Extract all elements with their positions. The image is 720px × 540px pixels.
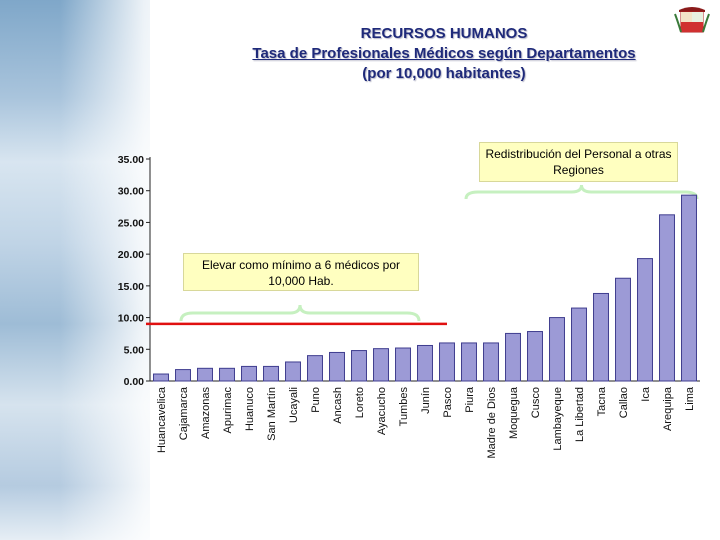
bar [483, 342, 499, 382]
x-tick-label: Huancavelica [156, 386, 168, 453]
bar [285, 361, 301, 382]
bar [307, 355, 323, 382]
title-line-1: RECURSOS HUMANOS [360, 25, 528, 42]
bar [637, 258, 653, 382]
y-tick-label: 30.00 [118, 186, 144, 198]
x-tick-label: Lambayeque [552, 387, 564, 451]
x-tick-label: Callao [618, 387, 630, 418]
x-tick-label: Madre de Dios [486, 387, 498, 459]
x-tick-label: Ica [640, 386, 652, 402]
x-tick-label: Junín [420, 387, 432, 414]
y-tick-label: 25.00 [118, 217, 144, 229]
bar [395, 347, 411, 382]
bar [329, 351, 345, 382]
x-tick-label: Ancash [332, 387, 344, 424]
x-tick-label: Amazonas [200, 387, 212, 439]
x-tick-label: Ucayali [288, 387, 300, 423]
bar [263, 365, 279, 382]
annotation-braces [179, 184, 699, 322]
bar [505, 332, 521, 382]
slide-title: RECURSOS HUMANOS Tasa de Profesionales M… [170, 24, 718, 84]
x-tick-label: Cajamarca [178, 386, 190, 440]
left-brace [179, 304, 421, 322]
bar [351, 350, 367, 382]
x-tick-label: La Libertad [574, 387, 586, 442]
y-tick-label: 35.00 [118, 154, 144, 166]
right-brace [464, 184, 699, 200]
bar [593, 292, 609, 382]
x-tick-label: Piura [464, 386, 476, 413]
bar [153, 373, 169, 382]
x-tick-label: Loreto [354, 387, 366, 418]
x-tick-label: Tacna [596, 386, 608, 416]
x-tick-label: Arequipa [662, 386, 674, 431]
bars [153, 194, 697, 382]
x-tick-label: Apurimac [222, 387, 234, 434]
y-tick-label: 10.00 [118, 313, 144, 325]
bar [373, 348, 389, 382]
background-photo-fade [60, 0, 180, 540]
bar [241, 365, 257, 382]
x-tick-label: San Martín [266, 387, 278, 441]
bar [439, 342, 455, 382]
bar [219, 367, 235, 382]
bar [197, 367, 213, 382]
bar [549, 317, 565, 382]
bar [571, 307, 587, 382]
y-tick-label: 20.00 [118, 249, 144, 261]
title-line-2: Tasa de Profesionales Médicos según Depa… [252, 45, 636, 62]
bar [527, 331, 543, 382]
coat-of-arms-icon [674, 7, 710, 33]
x-tick-label: Ayacucho [376, 387, 388, 435]
y-tick-label: 0.00 [124, 376, 145, 388]
x-tick-label: Lima [684, 386, 696, 411]
bar [417, 344, 433, 382]
x-axis-labels: Huancavelica Cajamarca Amazonas Apurimac Hua… [156, 386, 696, 458]
x-tick-label: Pasco [442, 387, 454, 418]
title-line-3: (por 10,000 habitantes) [362, 65, 526, 82]
x-tick-label: Puno [310, 387, 322, 413]
x-tick-label: Tumbes [398, 387, 410, 427]
x-tick-label: Cusco [530, 387, 542, 418]
y-tick-label: 5.00 [124, 344, 145, 356]
x-tick-label: Moquegua [508, 386, 520, 439]
y-tick-label: 15.00 [118, 281, 144, 293]
bar [175, 369, 191, 382]
bar [681, 194, 697, 382]
x-tick-label: Huanuco [244, 387, 256, 431]
callout-minimum-target: Elevar como mínimo a 6 médicos por 10,00… [183, 253, 419, 291]
bar [615, 277, 631, 382]
callout-redistribution: Redistribución del Personal a otras Regi… [479, 142, 678, 182]
bar [461, 342, 477, 382]
bar [659, 214, 675, 382]
